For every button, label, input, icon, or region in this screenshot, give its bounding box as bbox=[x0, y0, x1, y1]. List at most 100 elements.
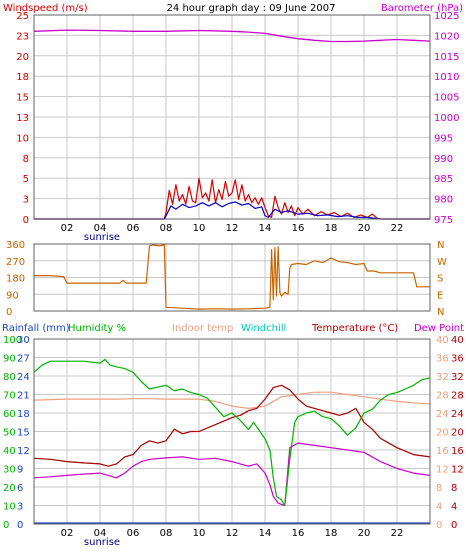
series-temperature bbox=[33, 384, 431, 467]
legend-indoor-temp: Indoor temp bbox=[172, 323, 233, 334]
legend-temperature: Temperature (°C) bbox=[311, 323, 398, 334]
y-tick-temperature: 0 bbox=[451, 520, 457, 531]
y-tick-indoor: 28 bbox=[436, 391, 449, 402]
y-tick-temperature: 4 bbox=[451, 502, 457, 513]
y-tick-barometer: 1000 bbox=[434, 113, 459, 124]
y-tick-barometer: 1005 bbox=[434, 93, 459, 104]
y-tick-barometer: 985 bbox=[434, 174, 453, 185]
y-tick-barometer: 980 bbox=[434, 195, 453, 206]
y-tick-temperature: 20 bbox=[451, 428, 464, 439]
y-tick-windspeed: 5 bbox=[23, 174, 29, 185]
x-tick-label: 20 bbox=[358, 528, 371, 539]
y-tick-temperature: 24 bbox=[451, 409, 464, 420]
y-tick-humidity: 50 bbox=[3, 428, 16, 439]
y-tick-indoor: 8 bbox=[436, 483, 442, 494]
x-tick-label: 12 bbox=[226, 223, 239, 234]
x-tick-label: 22 bbox=[391, 528, 404, 539]
y-tick-direction: 90 bbox=[6, 290, 19, 301]
series-indoor-temp bbox=[33, 391, 431, 409]
y-tick-indoor: 36 bbox=[436, 354, 449, 365]
y-tick-temperature: 32 bbox=[451, 372, 464, 383]
y-tick-temperature: 36 bbox=[451, 354, 464, 365]
y-tick-direction: 360 bbox=[6, 240, 25, 251]
x-tick-label: 04 bbox=[94, 528, 107, 539]
y-tick-direction: 0 bbox=[6, 307, 12, 318]
y-tick-indoor: 4 bbox=[436, 502, 442, 513]
x-tick-label: 10 bbox=[193, 528, 206, 539]
x-tick-label: 18 bbox=[325, 528, 338, 539]
x-tick-label: 18 bbox=[325, 223, 338, 234]
y-tick-rainfall: 18 bbox=[17, 409, 30, 420]
x-tick-label: 08 bbox=[160, 528, 173, 539]
series-dew-point bbox=[33, 442, 431, 507]
series-wind-average bbox=[34, 201, 430, 220]
series-wind-direction bbox=[34, 244, 430, 310]
y-tick-rainfall: 0 bbox=[17, 520, 23, 531]
y-tick-windspeed: 3 bbox=[23, 195, 29, 206]
y-tick-rainfall: 27 bbox=[17, 354, 30, 365]
x-tick-label: 14 bbox=[259, 528, 272, 539]
y-tick-direction: 180 bbox=[6, 274, 25, 285]
y-tick-rainfall: 21 bbox=[17, 391, 30, 402]
legend-rainfall: Rainfall (mm) bbox=[2, 323, 70, 334]
panel-frame-temp bbox=[33, 338, 431, 525]
y-tick-windspeed: 25 bbox=[16, 11, 29, 22]
x-tick-label: 16 bbox=[292, 223, 305, 234]
legend-windchill: Windchill bbox=[241, 323, 286, 334]
x-tick-label: 12 bbox=[226, 528, 239, 539]
series-barometer bbox=[33, 29, 431, 43]
x-tick-label: 14 bbox=[259, 223, 272, 234]
y-tick-windspeed: 13 bbox=[16, 113, 29, 124]
sunrise-label: sunrise bbox=[84, 232, 120, 243]
y-tick-humidity: 30 bbox=[3, 465, 16, 476]
y-tick-barometer: 1015 bbox=[434, 52, 459, 63]
y-tick-windspeed: 10 bbox=[16, 133, 29, 144]
y-tick-barometer: 1020 bbox=[434, 31, 459, 42]
y-tick-windspeed: 18 bbox=[16, 72, 29, 83]
series-wind-gust bbox=[34, 177, 430, 220]
y-tick-direction: 270 bbox=[6, 257, 25, 268]
y-tick-compass: S bbox=[437, 274, 443, 285]
y-tick-rainfall: 30 bbox=[17, 335, 30, 346]
sunrise-label: sunrise bbox=[84, 537, 120, 548]
y-tick-indoor: 20 bbox=[436, 428, 449, 439]
x-tick-label: 22 bbox=[391, 223, 404, 234]
y-tick-rainfall: 9 bbox=[17, 465, 23, 476]
y-tick-compass: E bbox=[437, 290, 443, 301]
y-tick-humidity: 40 bbox=[3, 446, 16, 457]
y-tick-humidity: 100 bbox=[3, 335, 22, 346]
y-tick-humidity: 70 bbox=[3, 391, 16, 402]
y-tick-temperature: 8 bbox=[451, 483, 457, 494]
y-tick-windspeed: 20 bbox=[16, 52, 29, 63]
x-tick-label: 06 bbox=[127, 528, 140, 539]
panel-frame-dir bbox=[33, 243, 431, 312]
legend-dew-point: Dew Point bbox=[414, 323, 464, 334]
y-tick-indoor: 24 bbox=[436, 409, 449, 420]
y-tick-indoor: 40 bbox=[436, 335, 449, 346]
y-tick-rainfall: 15 bbox=[17, 428, 30, 439]
y-tick-indoor: 32 bbox=[436, 372, 449, 383]
y-tick-windspeed: 15 bbox=[16, 93, 29, 104]
y-tick-temperature: 28 bbox=[451, 391, 464, 402]
y-tick-indoor: 12 bbox=[436, 465, 449, 476]
y-tick-compass: N bbox=[437, 307, 444, 318]
legend-humidity: Humidity % bbox=[68, 323, 126, 334]
y-tick-compass: N bbox=[437, 240, 444, 251]
y-tick-temperature: 16 bbox=[451, 446, 464, 457]
right-axis-label-barometer: Barometer (hPa) bbox=[381, 3, 463, 14]
y-tick-humidity: 90 bbox=[3, 354, 16, 365]
y-tick-barometer: 990 bbox=[434, 154, 453, 165]
x-tick-label: 02 bbox=[61, 223, 74, 234]
y-tick-temperature: 12 bbox=[451, 465, 464, 476]
x-tick-label: 10 bbox=[193, 223, 206, 234]
x-tick-label: 20 bbox=[358, 223, 371, 234]
y-tick-rainfall: 24 bbox=[17, 372, 30, 383]
y-tick-rainfall: 3 bbox=[17, 502, 23, 513]
x-tick-label: 08 bbox=[160, 223, 173, 234]
series-humidity bbox=[33, 358, 431, 507]
panel-frame-wind bbox=[33, 14, 431, 220]
x-tick-label: 16 bbox=[292, 528, 305, 539]
left-axis-label-windspeed: Windspeed (m/s) bbox=[3, 3, 88, 14]
x-tick-label: 02 bbox=[61, 528, 74, 539]
